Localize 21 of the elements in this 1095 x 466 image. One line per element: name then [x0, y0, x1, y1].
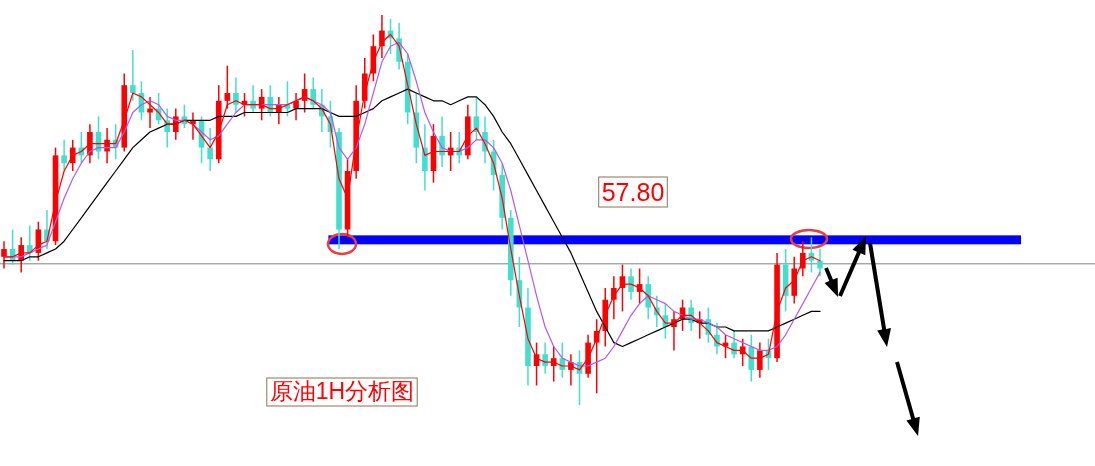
candlestick	[61, 139, 67, 172]
candlestick	[224, 64, 231, 110]
candlestick	[233, 76, 239, 114]
candlestick	[748, 334, 755, 383]
candlestick	[422, 123, 428, 192]
candlestick	[310, 76, 317, 110]
candlestick	[130, 49, 136, 102]
candlestick	[104, 127, 110, 164]
candlestick	[542, 341, 548, 375]
candlestick	[147, 96, 153, 129]
annotation: 57.80	[601, 178, 665, 206]
candlestick	[207, 127, 213, 172]
candlestick	[714, 322, 720, 356]
text: 原油1H分析图	[269, 378, 415, 404]
candlestick	[628, 267, 634, 301]
candlestick	[293, 92, 299, 122]
candlestick	[172, 107, 179, 141]
candlestick	[817, 248, 823, 278]
candlestick	[800, 240, 806, 278]
candlestick	[250, 84, 256, 114]
candlestick	[87, 123, 93, 164]
